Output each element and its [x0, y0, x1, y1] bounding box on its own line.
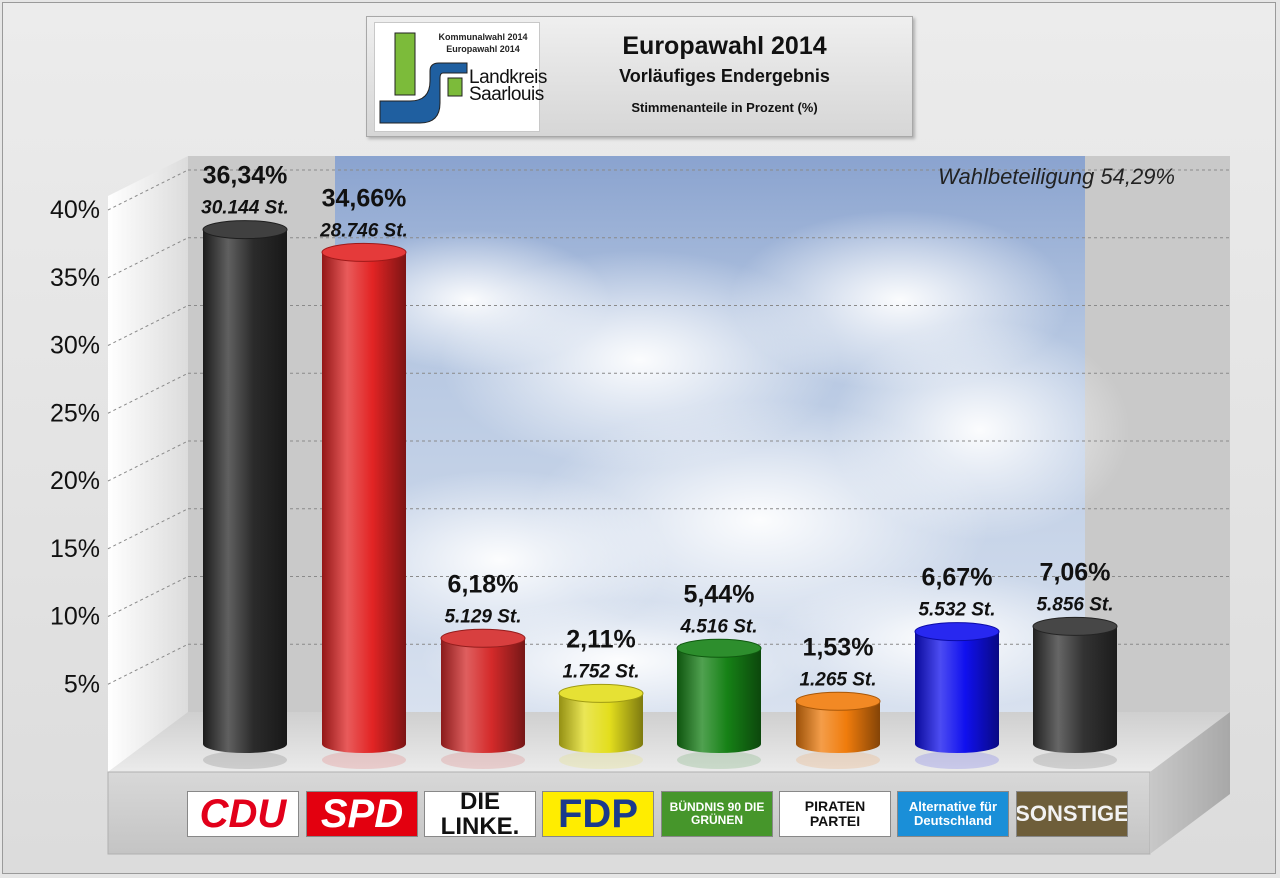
district-logo-mark — [379, 32, 468, 124]
votes-label: 5.856 St. — [1036, 594, 1113, 615]
y-axis-ticks: 5% 10% 15% 20% 25% 30% 35% 40% — [50, 196, 100, 698]
percent-label: 6,18% — [448, 570, 519, 598]
votes-label: 5.129 St. — [444, 606, 521, 627]
bar-2: 34,66% 28.746 St. — [319, 184, 408, 769]
votes-label: 1.752 St. — [562, 661, 639, 682]
logo-line-3: Landkreis — [469, 67, 547, 88]
bar-8: 7,06% 5.856 St. — [1032, 558, 1118, 769]
votes-label: 5.532 St. — [918, 600, 995, 621]
gridline-35 — [107, 237, 1230, 279]
party-logo-4: FDP — [542, 791, 654, 837]
gridline-30 — [107, 305, 1230, 346]
votes-label: 28.746 St. — [319, 220, 408, 241]
gridline-20 — [107, 440, 1230, 482]
left-wall — [108, 156, 188, 772]
sky-background — [330, 156, 1130, 720]
gridline-25 — [107, 372, 1230, 414]
percent-label: 1,53% — [803, 633, 874, 661]
bar-3: 6,18% 5.129 St. — [440, 570, 526, 769]
gridline-15 — [107, 508, 1230, 550]
percent-label: 7,06% — [1040, 558, 1111, 586]
bar-4: 2,11% 1.752 St. — [558, 625, 644, 769]
party-logo-3: DIE LINKE. — [424, 791, 536, 837]
chart-title: Europawahl 2014 — [622, 32, 827, 60]
percent-label: 6,67% — [922, 564, 993, 592]
y-tick-label: 30% — [50, 332, 100, 360]
title-box: Kommunalwahl 2014 Europawahl 2014 Landkr… — [366, 16, 913, 137]
bars: 36,34% 30.144 St. 34,66% 28.746 St. 6,18% 5.1… — [201, 162, 1118, 769]
gridline-5 — [107, 643, 1230, 685]
percent-label: 34,66% — [322, 184, 407, 212]
party-logo-1: CDU — [187, 791, 299, 837]
y-tick-label: 20% — [50, 467, 100, 495]
bar-1: 36,34% 30.144 St. — [201, 162, 289, 769]
gridlines — [107, 169, 1230, 685]
party-logo-7: Alternative für Deutschland — [897, 791, 1009, 837]
y-tick-label: 15% — [50, 535, 100, 563]
logo-line-4: Saarlouis — [469, 84, 544, 105]
right-side — [1150, 712, 1230, 854]
percent-label: 5,44% — [684, 580, 755, 608]
party-logo-2: SPD — [306, 791, 418, 837]
votes-label: 1.265 St. — [799, 669, 876, 690]
bar-5: 5,44% 4.516 St. — [676, 580, 762, 769]
y-tick-label: 25% — [50, 399, 100, 427]
chart-note: Stimmenanteile in Prozent (%) — [631, 100, 818, 115]
logo-line-1: Kommunalwahl 2014 — [438, 32, 528, 42]
bar-6: 1,53% 1.265 St. — [795, 633, 881, 769]
votes-label: 4.516 St. — [679, 616, 757, 637]
votes-label: 30.144 St. — [201, 198, 289, 219]
y-tick-label: 40% — [50, 196, 100, 224]
chart-subtitle: Vorläufiges Endergebnis — [619, 66, 830, 86]
turnout-label: Wahlbeteiligung 54,29% — [938, 164, 1175, 189]
district-logo: Kommunalwahl 2014 Europawahl 2014 Landkr… — [374, 22, 547, 132]
y-tick-label: 5% — [64, 670, 100, 698]
bar-7: 6,67% 5.532 St. — [914, 564, 1000, 769]
logo-line-2: Europawahl 2014 — [446, 44, 520, 54]
y-tick-label: 10% — [50, 603, 100, 631]
percent-label: 36,34% — [203, 162, 288, 190]
gridline-40 — [107, 169, 1230, 211]
y-tick-label: 35% — [50, 264, 100, 292]
percent-label: 2,11% — [566, 625, 636, 653]
party-logo-6: PIRATEN PARTEI — [779, 791, 891, 837]
party-logo-8: SONSTIGE — [1016, 791, 1128, 837]
gridline-10 — [107, 576, 1230, 617]
party-logo-5: BÜNDNIS 90 DIE GRÜNEN — [661, 791, 773, 837]
